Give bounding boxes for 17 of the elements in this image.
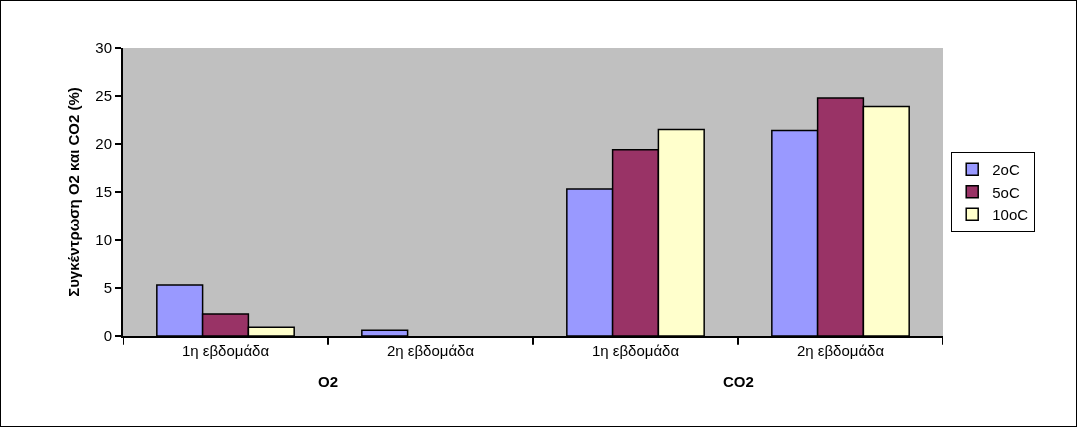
y-axis-title: Συγκέντρωση O2 και CO2 (%) xyxy=(65,87,83,297)
x-tick-label: 1η εβδομάδα xyxy=(591,342,680,359)
legend-label: 2oC xyxy=(992,161,1020,179)
y-tick-label: 15 xyxy=(95,183,112,201)
x-tick-label: 1η εβδομάδα xyxy=(181,342,270,359)
y-tick-label: 10 xyxy=(95,231,112,249)
text: O2 xyxy=(318,373,339,390)
x-tick-label: 2η εβδομάδα xyxy=(796,342,885,359)
text: CO2 xyxy=(723,373,754,390)
legend-label: 10oC xyxy=(992,206,1029,224)
y-tick-label: 25 xyxy=(95,87,112,105)
y-tick-label: 5 xyxy=(103,279,112,297)
y-tick-label: 30 xyxy=(95,39,112,57)
y-tick-label: 20 xyxy=(95,135,112,153)
legend-label: 5oC xyxy=(992,183,1020,201)
y-tick-label: 0 xyxy=(103,327,112,345)
x-tick-label: 2η εβδομάδα xyxy=(386,342,475,359)
